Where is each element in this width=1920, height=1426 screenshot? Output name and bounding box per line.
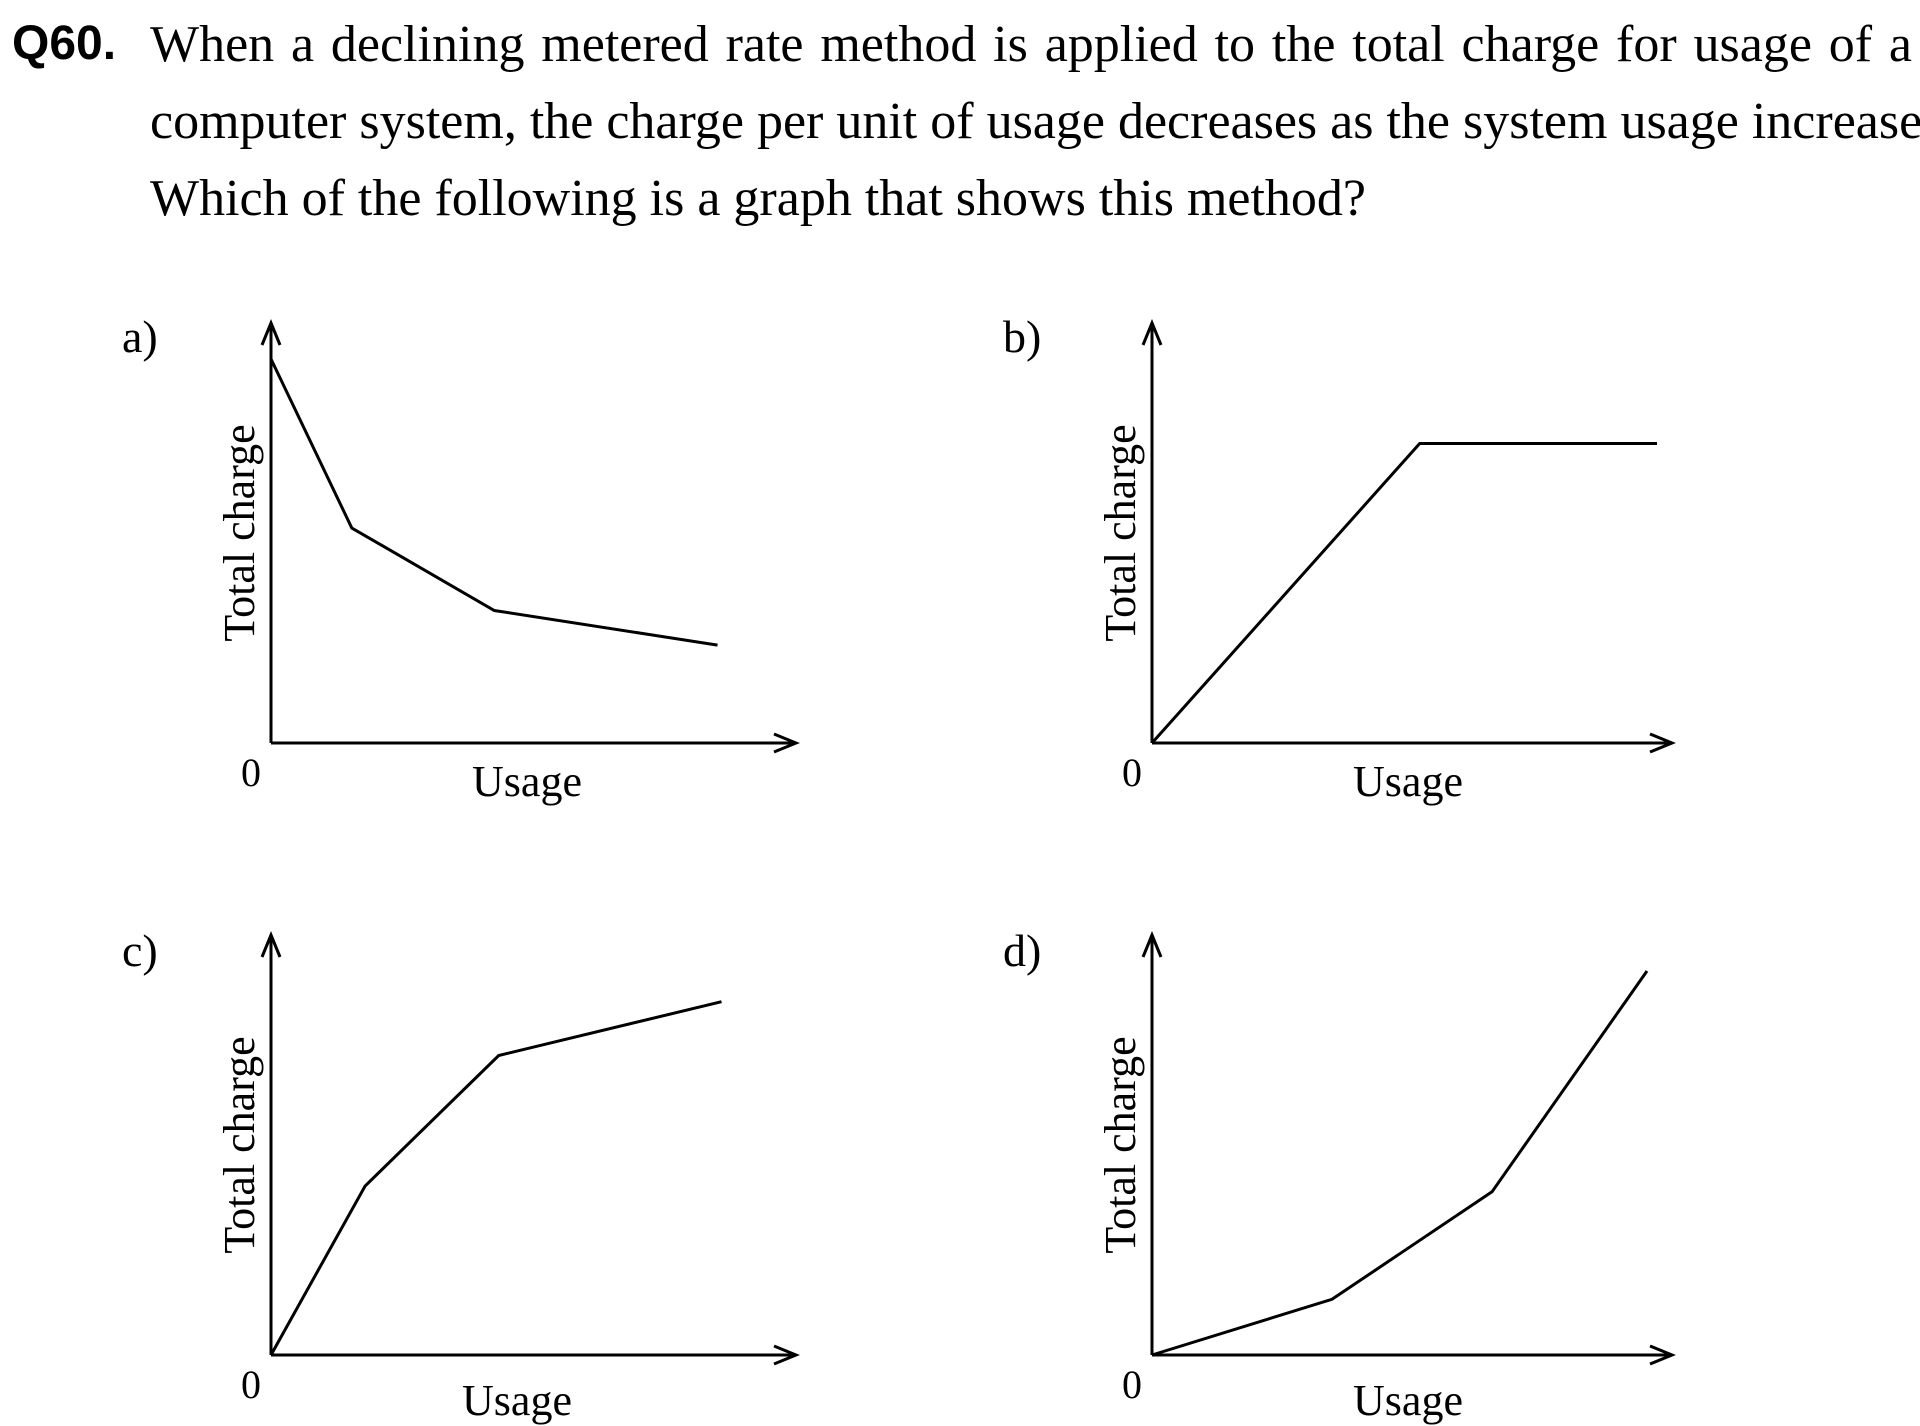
chart-a-x-axis-arrow	[773, 732, 800, 754]
chart-a-option-label: a)	[122, 311, 158, 362]
chart-b-x-axis-arrow	[1649, 732, 1676, 754]
chart-a-x-label: Usage	[472, 757, 582, 806]
chart-c-series-line	[269, 1000, 722, 1356]
chart-b-option-label: b)	[1003, 311, 1041, 362]
chart-a-origin-label: 0	[241, 750, 261, 795]
chart-c-x-label: Usage	[462, 1376, 572, 1425]
chart-c: c) 0 Usage Total charge	[122, 925, 800, 1425]
chart-d-x-axis-arrow	[1649, 1344, 1676, 1366]
question-text-line-3: Which of the following is a graph that s…	[150, 170, 1367, 227]
question-text-line-1: When a declining metered rate method is …	[150, 16, 1912, 73]
chart-a-series-line	[269, 358, 718, 647]
chart-d-option-label: d)	[1003, 925, 1041, 976]
chart-a-y-label: Total charge	[215, 424, 264, 641]
chart-d-series-line	[1151, 970, 1649, 1357]
chart-b-series-line	[1150, 442, 1657, 744]
chart-d-origin-label: 0	[1122, 1362, 1142, 1407]
chart-b-y-label: Total charge	[1096, 424, 1145, 641]
chart-b: b) 0 Usage Total charge	[1003, 311, 1676, 806]
chart-a: a) 0 Usage Total charge	[122, 311, 800, 806]
question-text-line-2: computer system, the charge per unit of …	[150, 93, 1920, 150]
chart-c-option-label: c)	[122, 925, 158, 976]
chart-d: d) 0 Usage Total charge	[1003, 925, 1676, 1425]
chart-c-x-axis-arrow	[773, 1344, 800, 1366]
question-number: Q60.	[12, 17, 117, 70]
chart-c-y-label: Total charge	[215, 1036, 264, 1253]
chart-a-y-axis-arrow	[260, 319, 282, 346]
chart-b-x-label: Usage	[1353, 757, 1463, 806]
chart-d-x-label: Usage	[1353, 1376, 1463, 1425]
chart-b-y-axis-arrow	[1141, 319, 1163, 346]
chart-d-y-axis-arrow	[1141, 931, 1163, 958]
chart-d-y-label: Total charge	[1096, 1036, 1145, 1253]
chart-c-y-axis-arrow	[260, 931, 282, 958]
chart-c-origin-label: 0	[241, 1362, 261, 1407]
chart-b-origin-label: 0	[1122, 750, 1142, 795]
